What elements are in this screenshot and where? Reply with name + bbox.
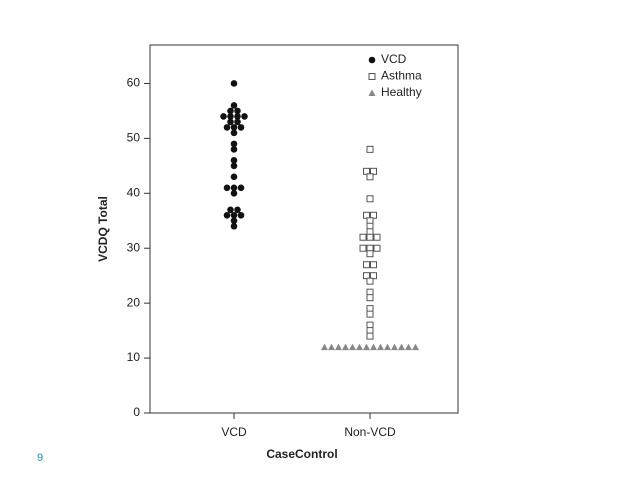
data-point — [363, 261, 370, 269]
data-point — [321, 343, 328, 351]
data-point — [366, 277, 374, 285]
data-point — [230, 162, 238, 170]
data-point — [230, 222, 238, 230]
data-point — [223, 124, 231, 131]
data-point — [241, 113, 248, 120]
legend-label: Healthy — [381, 85, 422, 99]
data-point — [230, 124, 238, 131]
data-point — [391, 343, 398, 351]
data-point — [230, 157, 238, 164]
data-point — [328, 343, 335, 351]
data-point — [366, 294, 374, 302]
y-tick-label: 0 — [133, 405, 140, 419]
data-point — [234, 118, 241, 126]
data-point — [373, 244, 381, 252]
data-point — [227, 206, 234, 214]
y-axis-label: VCDQ Total — [96, 196, 110, 262]
data-point — [405, 343, 412, 351]
data-point — [363, 343, 370, 351]
legend-marker — [368, 89, 376, 96]
data-point — [230, 184, 238, 192]
data-point — [370, 343, 377, 351]
data-point — [230, 129, 238, 137]
data-point — [366, 145, 374, 153]
x-tick-label: VCD — [221, 425, 247, 439]
data-point — [230, 217, 238, 225]
y-tick-label: 60 — [127, 76, 141, 90]
page-number: 9 — [37, 452, 43, 464]
legend-label: Asthma — [381, 69, 422, 83]
data-point — [230, 102, 238, 109]
data-point — [366, 250, 374, 258]
data-point — [366, 310, 374, 318]
data-point — [227, 118, 234, 126]
y-tick-label: 40 — [127, 185, 141, 199]
data-point — [384, 343, 391, 351]
data-point — [234, 206, 241, 214]
data-point — [230, 80, 238, 87]
data-point — [223, 184, 231, 192]
legend-marker — [368, 73, 376, 80]
data-point — [412, 343, 419, 351]
data-point — [366, 195, 374, 203]
data-point — [230, 189, 238, 197]
data-point — [335, 343, 342, 351]
y-tick-label: 50 — [127, 131, 141, 145]
data-point — [237, 211, 245, 219]
data-point — [234, 107, 241, 115]
data-point — [237, 124, 245, 131]
legend-label: VCD — [381, 52, 407, 66]
data-point — [359, 244, 367, 252]
data-point — [342, 343, 349, 351]
data-point — [366, 332, 374, 340]
data-point — [370, 261, 377, 269]
plot-frame — [149, 44, 459, 414]
data-point — [237, 184, 245, 192]
data-point — [377, 343, 384, 351]
data-point — [234, 113, 241, 120]
x-tick-label: Non-VCD — [344, 425, 396, 439]
data-point — [349, 343, 356, 351]
data-point — [366, 173, 374, 181]
data-point — [230, 173, 238, 181]
legend-marker — [368, 56, 376, 64]
data-point — [230, 140, 238, 148]
data-point — [220, 113, 227, 120]
data-point — [230, 211, 238, 219]
x-axis-label: CaseControl — [266, 447, 337, 461]
y-tick-label: 30 — [127, 240, 141, 254]
data-point — [227, 107, 234, 115]
data-point — [366, 233, 374, 241]
data-point — [227, 113, 234, 120]
data-point — [230, 146, 238, 153]
y-tick-label: 20 — [127, 295, 141, 309]
data-point — [223, 211, 231, 219]
data-point — [359, 233, 367, 241]
data-point — [373, 233, 381, 241]
data-point — [398, 343, 405, 351]
data-point — [356, 343, 363, 351]
y-tick-label: 10 — [127, 350, 141, 364]
